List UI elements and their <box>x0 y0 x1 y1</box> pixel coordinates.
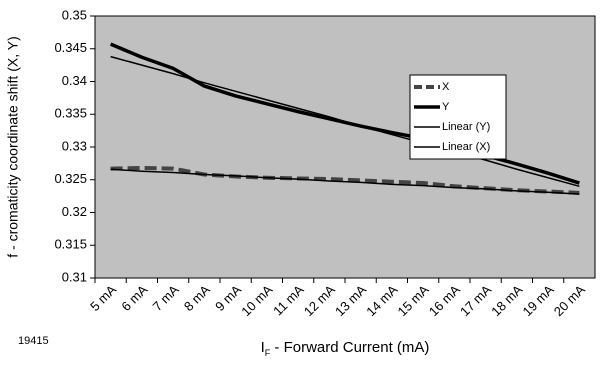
legend: XY Linear (Y) Linear (X) <box>409 74 507 160</box>
y-tick-label: 0.35 <box>62 7 87 22</box>
x-tick-label: 20 mA <box>551 282 588 319</box>
x-tick-label: 16 mA <box>426 282 463 319</box>
x-tick-label: 18 mA <box>488 282 525 319</box>
series-line <box>110 55 580 188</box>
x-axis-title-main: I <box>261 339 265 356</box>
x-tick-label: 17 mA <box>457 282 494 319</box>
x-tick-label: 13 mA <box>332 282 369 319</box>
x-tick-label: 15 mA <box>394 282 431 319</box>
y-tick-label: 0.32 <box>62 204 87 219</box>
x-axis-title-rest: - Forward Current (mA) <box>270 339 429 356</box>
x-tick-label: 7 mA <box>150 282 182 314</box>
y-tick-label: 0.31 <box>62 269 87 284</box>
x-tick-label: 8 mA <box>181 282 213 314</box>
y-tick-label: 0.33 <box>62 138 87 153</box>
x-tick-label: 14 mA <box>363 282 400 319</box>
x-tick-label: 19 mA <box>519 282 556 319</box>
y-tick-label: 0.345 <box>54 40 87 55</box>
x-axis-title-sub: F <box>265 348 271 358</box>
plot-area <box>94 15 596 279</box>
y-tick-label: 0.315 <box>54 237 87 252</box>
y-tick-label: 0.34 <box>62 73 87 88</box>
x-tick-label: 11 mA <box>270 282 307 319</box>
x-tick-label: 6 mA <box>118 282 150 314</box>
y-tick-label: 0.335 <box>54 106 87 121</box>
x-tick-label: 12 mA <box>301 282 338 319</box>
x-tick-label: 10 mA <box>238 282 275 319</box>
y-axis-title: f - cromaticity coordinate shift (X, Y) <box>5 36 21 257</box>
figure-number: 19415 <box>18 335 49 347</box>
series-line <box>110 168 580 195</box>
legend-label: X <box>442 81 450 93</box>
legend-label: Linear (X) <box>442 141 490 153</box>
x-tick-label: 5 mA <box>87 282 119 314</box>
y-tick-label: 0.325 <box>54 171 87 186</box>
x-axis-title: IF - Forward Current (mA) <box>261 339 430 358</box>
legend-label: Y <box>442 101 450 113</box>
series-line <box>109 42 580 185</box>
legend-label: Linear (Y) <box>442 121 490 133</box>
